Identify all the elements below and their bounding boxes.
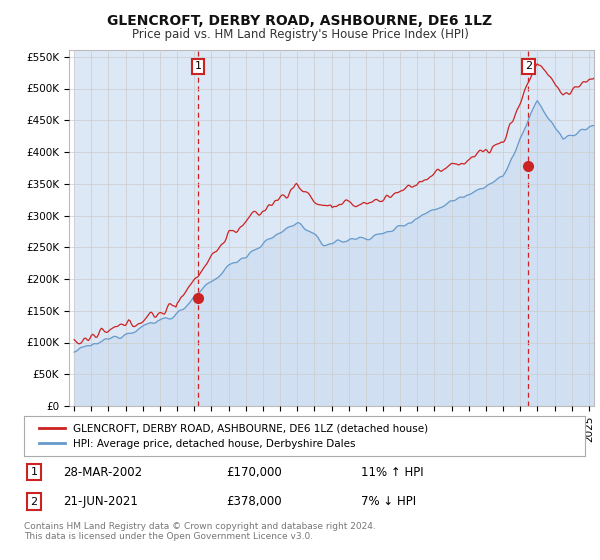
Text: 7% ↓ HPI: 7% ↓ HPI [361, 495, 416, 508]
Text: 2: 2 [31, 497, 38, 507]
Legend: GLENCROFT, DERBY ROAD, ASHBOURNE, DE6 1LZ (detached house), HPI: Average price, : GLENCROFT, DERBY ROAD, ASHBOURNE, DE6 1L… [35, 419, 433, 453]
Text: £170,000: £170,000 [226, 465, 282, 479]
Text: GLENCROFT, DERBY ROAD, ASHBOURNE, DE6 1LZ: GLENCROFT, DERBY ROAD, ASHBOURNE, DE6 1L… [107, 14, 493, 28]
Text: 2: 2 [525, 62, 532, 72]
Text: 1: 1 [194, 62, 202, 72]
Text: Contains HM Land Registry data © Crown copyright and database right 2024.
This d: Contains HM Land Registry data © Crown c… [24, 522, 376, 542]
Text: Price paid vs. HM Land Registry's House Price Index (HPI): Price paid vs. HM Land Registry's House … [131, 28, 469, 41]
Text: 21-JUN-2021: 21-JUN-2021 [63, 495, 138, 508]
Text: 11% ↑ HPI: 11% ↑ HPI [361, 465, 423, 479]
Text: 1: 1 [31, 467, 38, 477]
Text: £378,000: £378,000 [226, 495, 281, 508]
Text: 28-MAR-2002: 28-MAR-2002 [63, 465, 142, 479]
